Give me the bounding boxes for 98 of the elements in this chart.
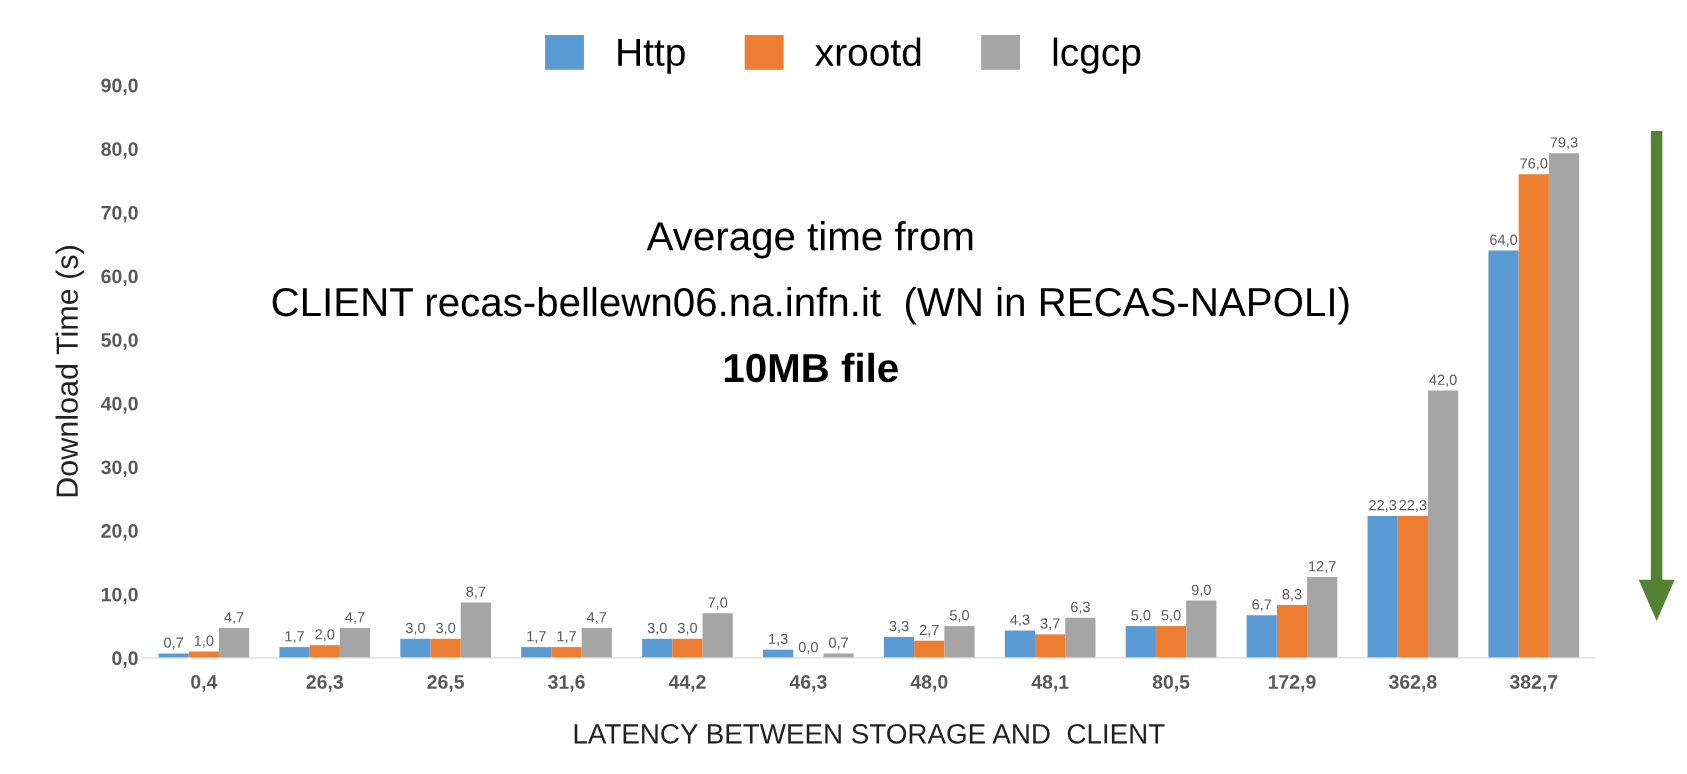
annotation: 10MB file xyxy=(724,352,898,383)
bar xyxy=(1427,390,1459,658)
data-label: 22,3 xyxy=(1399,500,1427,513)
y-tick-label: 70,0 xyxy=(101,205,138,223)
bar xyxy=(944,626,975,658)
data-label: 4,7 xyxy=(224,612,244,625)
x-tick-label: 48,0 xyxy=(910,675,948,692)
data-label: 76,0 xyxy=(1520,158,1548,171)
data-label: 3,3 xyxy=(889,620,909,633)
y-tick-label: 40,0 xyxy=(100,396,138,414)
bar xyxy=(309,645,340,658)
data-label: 5,0 xyxy=(1131,610,1151,623)
data-label: 3,7 xyxy=(1040,618,1060,631)
legend-label: xrootd xyxy=(815,37,921,67)
x-axis-title: LATENCY BETWEEN STORAGE AND CLIENT xyxy=(574,723,1165,744)
bar xyxy=(1397,515,1428,658)
bar xyxy=(702,613,733,658)
x-tick-label: 172,9 xyxy=(1268,675,1316,692)
data-label: 6,7 xyxy=(1252,599,1272,612)
data-label: 12,7 xyxy=(1309,561,1336,574)
y-tick-label: 20,0 xyxy=(101,524,138,541)
data-label: 5,0 xyxy=(949,610,970,623)
bar xyxy=(883,636,915,658)
data-label: 4,7 xyxy=(345,612,365,625)
x-tick-label: 46,3 xyxy=(789,675,827,692)
bar xyxy=(914,640,945,658)
y-tick-label: 0,0 xyxy=(112,651,138,668)
bar xyxy=(521,647,552,658)
data-label: 9,0 xyxy=(1191,584,1211,597)
bar xyxy=(1548,153,1580,658)
data-label: 6,3 xyxy=(1070,601,1090,614)
bar xyxy=(279,647,310,658)
data-label: 5,0 xyxy=(1161,610,1181,623)
bar xyxy=(460,602,491,658)
bar xyxy=(1035,634,1066,658)
y-tick-label: 80,0 xyxy=(101,142,138,159)
data-label: 1,3 xyxy=(769,633,788,646)
bar xyxy=(1186,600,1217,658)
data-label: 2,0 xyxy=(315,629,335,642)
bar xyxy=(1004,630,1036,658)
bar xyxy=(1065,617,1096,658)
bar xyxy=(1155,626,1187,658)
bar xyxy=(1307,577,1338,658)
bar xyxy=(1246,615,1277,658)
bar xyxy=(1367,515,1398,658)
x-tick-label: 80,5 xyxy=(1152,675,1190,692)
data-label: 1,0 xyxy=(194,635,214,648)
annotation: CLIENT recas-bellewn06.na.infn.it (WN in RECAS-NAPOLI) xyxy=(272,286,1349,325)
bar xyxy=(1276,605,1308,658)
x-tick-label: 48,1 xyxy=(1031,675,1069,692)
data-label: 1,7 xyxy=(527,631,546,644)
bar xyxy=(218,627,250,658)
data-label: 3,0 xyxy=(647,622,667,635)
data-label: 4,3 xyxy=(1010,614,1030,627)
y-tick-label: 60,0 xyxy=(101,269,138,287)
bar xyxy=(823,653,854,658)
data-label: 8,7 xyxy=(466,586,486,599)
bar xyxy=(672,638,703,658)
x-tick-label: 31,6 xyxy=(548,675,585,692)
y-tick-label: 90,0 xyxy=(101,78,138,96)
legend-label: lcgcp xyxy=(1053,37,1141,74)
data-label: 42,0 xyxy=(1429,374,1457,387)
bar xyxy=(430,638,461,658)
bar xyxy=(642,638,673,658)
data-label: 3,0 xyxy=(405,622,425,635)
data-label: 0,7 xyxy=(164,637,184,650)
bar xyxy=(1125,626,1156,658)
bar xyxy=(551,647,582,658)
data-label: 0,7 xyxy=(829,637,848,650)
y-axis-title: Download Time (s) xyxy=(55,246,85,497)
data-label: 7,0 xyxy=(708,597,728,610)
bar xyxy=(1518,174,1549,658)
x-tick-label: 26,3 xyxy=(306,675,343,692)
y-tick-label: 10,0 xyxy=(101,587,138,605)
bar xyxy=(400,638,431,658)
x-tick-label: 26,5 xyxy=(427,675,465,692)
data-label: 79,3 xyxy=(1550,137,1578,150)
data-label: 8,3 xyxy=(1282,589,1302,602)
data-label: 1,7 xyxy=(285,631,304,644)
data-label: 2,7 xyxy=(919,624,939,637)
data-label: 1,7 xyxy=(557,631,576,644)
bar xyxy=(1488,250,1519,658)
data-label: 22,3 xyxy=(1369,500,1397,513)
x-tick-label: 362,8 xyxy=(1388,675,1437,692)
data-label: 4,7 xyxy=(586,612,607,625)
data-label: 64,0 xyxy=(1490,234,1518,247)
y-tick-label: 30,0 xyxy=(101,460,138,478)
bar xyxy=(581,627,612,658)
data-label: 3,0 xyxy=(436,622,456,635)
annotation: Average time from xyxy=(646,221,973,259)
legend-label: Http xyxy=(618,38,685,74)
data-label: 0,0 xyxy=(798,641,818,654)
bar xyxy=(339,627,371,658)
data-label: 3,0 xyxy=(677,622,698,635)
x-tick-label: 0,4 xyxy=(191,675,218,692)
x-tick-label: 382,7 xyxy=(1509,675,1558,692)
x-tick-label: 44,2 xyxy=(668,675,706,692)
y-tick-label: 50,0 xyxy=(101,333,138,350)
